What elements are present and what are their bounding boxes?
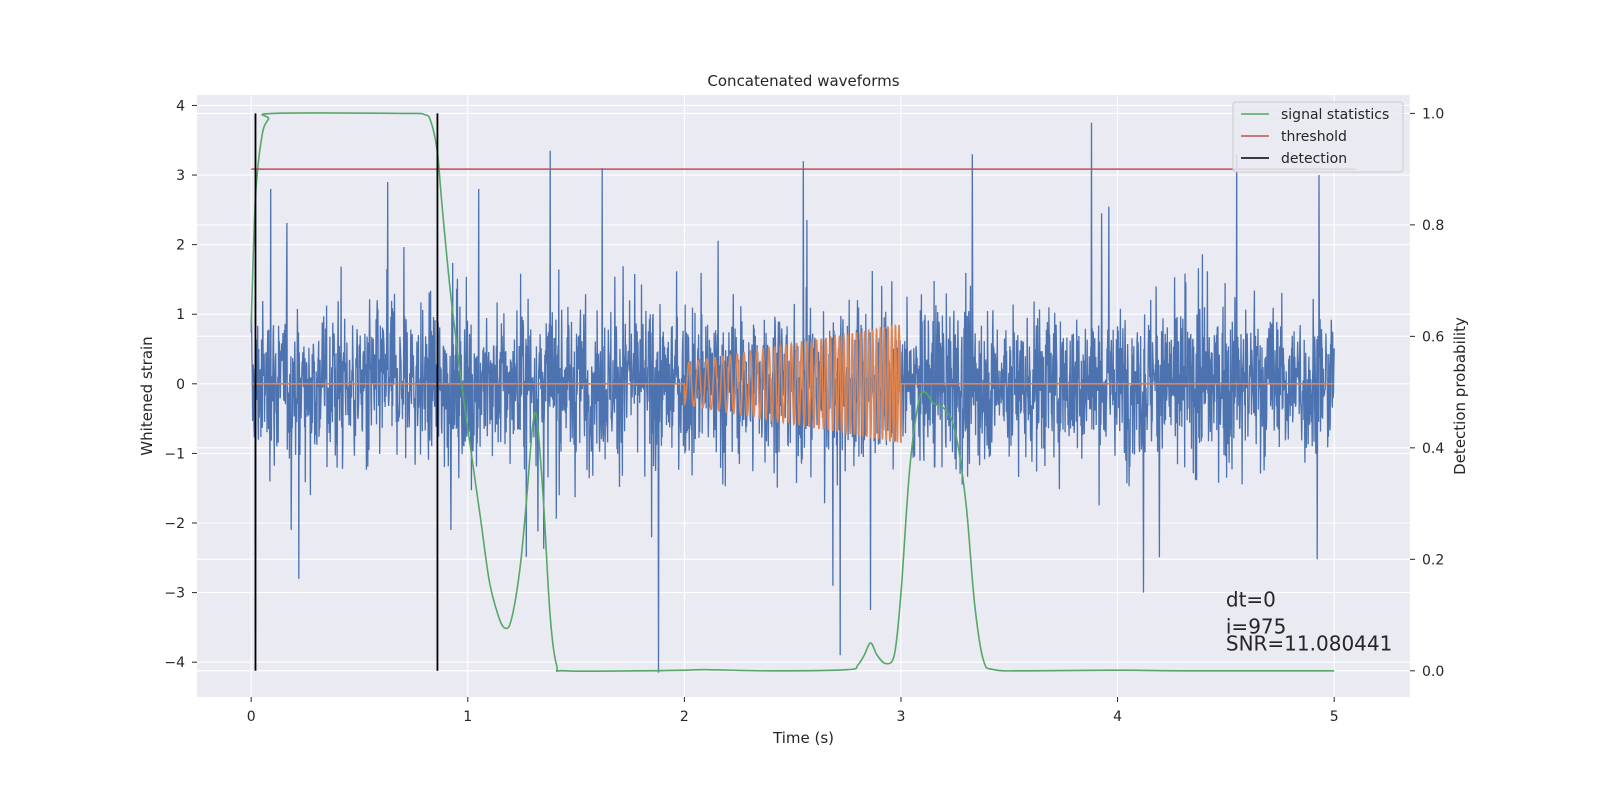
x-tick-label: 5 [1330, 709, 1339, 725]
y2-tick-label: 0.6 [1422, 329, 1444, 345]
signal-statistics-line [250, 112, 1335, 673]
legend: signal statistics threshold detection [1232, 101, 1404, 173]
x-tick-label: 2 [680, 709, 689, 725]
y2-tick-label: 1.0 [1422, 106, 1444, 122]
y-tick-label: −4 [164, 655, 185, 671]
annotation-dt: dt=0 [1226, 587, 1276, 611]
legend-label-threshold: threshold [1281, 129, 1347, 145]
x-tick-label: 4 [1113, 709, 1122, 725]
y-axis-label: Whitened strain [138, 336, 156, 455]
chirp-series-line [251, 323, 1335, 443]
y-tick-label: −1 [164, 446, 185, 462]
y-tick-label: 0 [176, 377, 185, 393]
y-tick-label: 2 [176, 238, 185, 254]
y2-tick-label: 0.2 [1422, 552, 1444, 568]
y-tick-label: −2 [164, 516, 185, 532]
x-tick-label: 1 [463, 709, 472, 725]
legend-label-signal-statistics: signal statistics [1281, 107, 1389, 123]
y-tick-label: 4 [176, 98, 185, 114]
annotation-snr: SNR=11.080441 [1226, 631, 1392, 655]
y2-tick-label: 0.4 [1422, 441, 1444, 457]
y2-tick-label: 0.0 [1422, 664, 1444, 680]
legend-box [1232, 101, 1404, 173]
y-tick-label: 3 [176, 168, 185, 184]
axes: 0 1 2 3 4 5 −4 −3 −2 −1 0 1 2 3 4 0.0 0.2 0.4 0.6 0.8 1.0 [164, 98, 1444, 725]
x-tick-label: 0 [247, 709, 256, 725]
annotation: dt=0 i=975 SNR=11.080441 [1226, 587, 1392, 655]
y2-tick-label: 0.8 [1422, 218, 1444, 234]
plot-area [250, 112, 1356, 673]
legend-label-detection: detection [1281, 151, 1347, 167]
annotation-index: i=975 [1226, 614, 1287, 638]
y-tick-label: 1 [176, 307, 185, 323]
chart-title: Concatenated waveforms [707, 72, 899, 90]
y-tick-label: −3 [164, 586, 185, 602]
x-tick-label: 3 [897, 709, 906, 725]
y2-axis-label: Detection probability [1451, 317, 1469, 475]
x-axis-label: Time (s) [772, 729, 834, 747]
